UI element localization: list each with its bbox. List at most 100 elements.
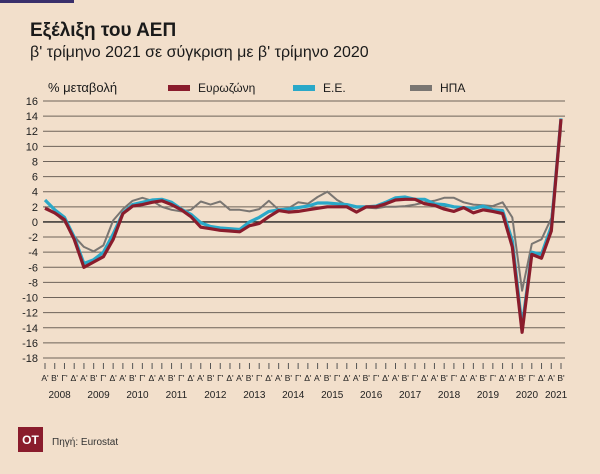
x-quarter-label: Δ' [538,373,546,383]
x-quarter-label: Α' [470,373,478,383]
ot-logo: OT [18,427,43,452]
x-year-label: 2012 [204,390,227,401]
x-quarter-label: Γ' [451,373,458,383]
legend-swatch-eurozone [168,85,190,91]
x-quarter-label: Α' [431,373,439,383]
legend-swatch-eu [293,85,315,91]
source-note: Πηγή: Eurostat [52,437,119,448]
x-quarter-label: Α' [236,373,244,383]
legend-label-usa: ΗΠΑ [440,81,466,95]
legend-label-eu: Ε.Ε. [323,81,346,95]
y-tick-label: 4 [32,187,38,199]
x-quarter-label: Δ' [421,373,429,383]
x-quarter-label: Γ' [529,373,536,383]
x-quarter-label: Α' [548,373,556,383]
x-quarter-label: Β' [557,373,565,383]
y-tick-label: -18 [22,353,38,365]
top-accent-bar [0,0,74,3]
x-quarter-label: Β' [441,373,449,383]
x-quarter-label: Γ' [217,373,224,383]
x-quarter-label: Γ' [334,373,341,383]
y-tick-label: 14 [26,111,38,123]
x-quarter-label: Δ' [382,373,390,383]
chart-title: Εξέλιξη του ΑΕΠ [30,20,177,41]
legend-item-eu: Ε.Ε. [293,81,346,95]
y-tick-label: -4 [28,247,38,259]
x-quarter-label: Γ' [490,373,497,383]
x-year-label: 2013 [243,390,266,401]
y-tick-label: 8 [32,156,38,168]
x-year-label: 2017 [399,390,422,401]
x-quarter-label: Α' [392,373,400,383]
legend-item-usa: ΗΠΑ [410,81,465,95]
x-quarter-label: Α' [353,373,361,383]
x-quarter-label: Δ' [499,373,507,383]
x-year-label: 2018 [438,390,461,401]
x-quarter-label: Α' [275,373,283,383]
x-quarter-label: Δ' [226,373,234,383]
x-year-label: 2015 [321,390,344,401]
x-quarter-label: Δ' [304,373,312,383]
x-quarter-label: Β' [246,373,254,383]
x-quarter-label: Β' [363,373,371,383]
series-line-eu [43,118,563,329]
x-quarter-label: Β' [207,373,215,383]
y-tick-label: -10 [22,293,38,305]
x-quarter-label: Α' [119,373,127,383]
x-quarter-label: Γ' [412,373,419,383]
x-quarter-label: Β' [168,373,176,383]
x-quarter-label: Γ' [139,373,146,383]
x-quarter-label: Δ' [148,373,156,383]
series-line-usa [44,129,562,292]
y-axis-label: % μεταβολή [48,80,118,95]
y-tick-label: -2 [28,232,38,244]
x-year-label: 2021 [545,390,568,401]
x-year-label: 2009 [87,390,110,401]
x-year-label: 2014 [282,390,305,401]
x-quarter-label: Γ' [100,373,107,383]
legend-swatch-usa [410,85,432,91]
y-tick-label: -16 [22,338,38,350]
x-quarter-label: Β' [285,373,293,383]
chart-subtitle: β' τρίμηνο 2021 σε σύγκριση με β' τρίμην… [30,44,369,61]
y-tick-label: 10 [26,141,38,153]
x-quarter-label: Α' [158,373,166,383]
legend-item-eurozone: Ευρωζώνη [168,81,255,95]
x-quarter-label: Β' [479,373,487,383]
x-year-label: 2020 [516,390,539,401]
x-year-label: 2019 [477,390,500,401]
x-quarter-label: Δ' [265,373,273,383]
x-quarter-label: Β' [51,373,59,383]
x-quarter-label: Δ' [109,373,117,383]
x-quarter-label: Δ' [460,373,468,383]
x-quarter-label: Β' [518,373,526,383]
y-tick-label: 16 [26,96,38,108]
x-quarter-label: Γ' [295,373,302,383]
x-quarter-label: Α' [80,373,88,383]
y-tick-label: -12 [22,308,38,320]
x-quarter-label: Γ' [373,373,380,383]
x-quarter-label: Α' [41,373,49,383]
y-tick-label: -6 [28,262,38,274]
x-quarter-label: Γ' [178,373,185,383]
y-tick-label: 0 [32,217,38,229]
x-quarter-label: Β' [402,373,410,383]
x-quarter-label: Δ' [187,373,195,383]
x-quarter-label: Β' [90,373,98,383]
x-quarter-label: Α' [197,373,205,383]
x-quarter-label: Β' [324,373,332,383]
x-quarter-label: Γ' [256,373,263,383]
y-tick-label: -8 [28,277,38,289]
x-year-label: 2008 [48,390,71,401]
x-quarter-label: Α' [314,373,322,383]
x-quarter-label: Α' [509,373,517,383]
y-tick-label: 6 [32,172,38,184]
x-year-label: 2010 [126,390,149,401]
x-quarter-label: Δ' [71,373,79,383]
legend-label-eurozone: Ευρωζώνη [198,81,256,95]
x-quarter-label: Δ' [343,373,351,383]
x-quarter-label: Γ' [61,373,68,383]
x-year-label: 2011 [166,390,188,401]
y-tick-label: 12 [26,126,38,138]
